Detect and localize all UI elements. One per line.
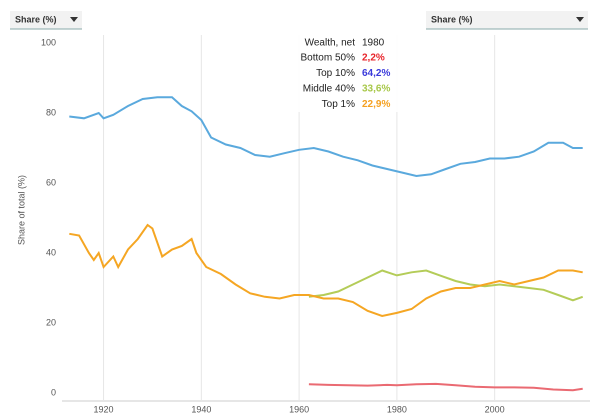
tooltip-series-name: Top 10% xyxy=(316,68,355,79)
y-tick-label: 100 xyxy=(41,37,56,47)
x-tick-label: 1960 xyxy=(289,404,309,414)
dropdown-arrow xyxy=(576,17,584,22)
y-axis-label: Share of total (%) xyxy=(16,175,26,245)
tooltip-year: 1980 xyxy=(362,38,385,49)
y-tick-label: 80 xyxy=(46,107,56,117)
dropdown[interactable] xyxy=(426,11,588,29)
x-tick-label: 1940 xyxy=(191,404,211,414)
dropdown-label[interactable]: Share (%) xyxy=(431,14,473,24)
tooltip-series-name: Top 1% xyxy=(322,99,355,110)
tooltip-value: 64,2% xyxy=(362,68,390,79)
tooltip-value: 22,9% xyxy=(362,99,390,110)
tooltip-series-name: Bottom 50% xyxy=(301,53,356,64)
y-tick-label: 20 xyxy=(46,317,56,327)
y-tick-label: 40 xyxy=(46,247,56,257)
dropdown-label[interactable]: Share (%) xyxy=(15,14,57,24)
series-line xyxy=(69,96,583,178)
tooltip-value: 2,2% xyxy=(362,53,385,64)
y-tick-label: 0 xyxy=(51,387,56,397)
tooltip xyxy=(272,34,398,112)
series-line xyxy=(308,269,584,302)
tooltip-value: 33,6% xyxy=(362,84,390,95)
dropdown[interactable] xyxy=(10,11,82,29)
x-tick-label: 1980 xyxy=(387,404,407,414)
tooltip-title: Wealth, net xyxy=(305,38,356,49)
x-tick-label: 1920 xyxy=(94,404,114,414)
tooltip-series-name: Middle 40% xyxy=(303,84,355,95)
series-line xyxy=(69,223,583,318)
x-tick-label: 2000 xyxy=(485,404,505,414)
y-tick-label: 60 xyxy=(46,177,56,187)
dropdown-arrow xyxy=(70,17,78,22)
series-line xyxy=(308,382,583,392)
